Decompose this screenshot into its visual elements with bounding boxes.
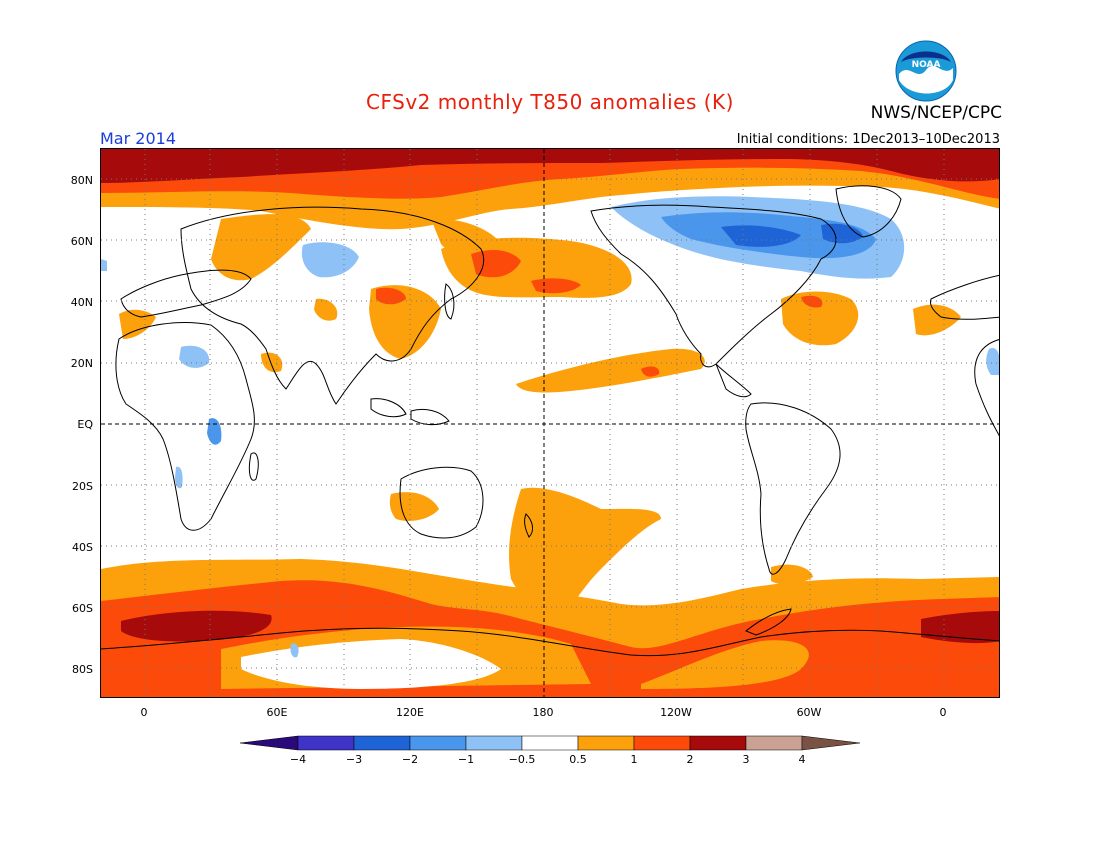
anomaly-region-southern-darkred-west bbox=[121, 610, 272, 642]
noaa-logo: NOAA bbox=[895, 40, 957, 102]
lat-label-20n: 20N bbox=[70, 357, 93, 370]
anomaly-region-central-asia-cold bbox=[301, 242, 359, 278]
colorbar bbox=[240, 735, 860, 751]
colorbar-label-minus4: −4 bbox=[289, 753, 307, 766]
lon-label-0-west: 0 bbox=[140, 706, 148, 719]
colorbar-label-0-5: 0.5 bbox=[569, 753, 587, 766]
anomaly-region-south-pacific bbox=[509, 487, 661, 619]
colorbar-label-minus3: −3 bbox=[345, 753, 363, 766]
colorbar-extend-high bbox=[801, 735, 860, 751]
lat-label-80s: 80S bbox=[72, 663, 93, 676]
colorbar-label-2: 2 bbox=[686, 753, 694, 766]
lon-label-120w: 120W bbox=[660, 706, 692, 719]
lat-label-40n: 40N bbox=[70, 296, 93, 309]
initial-conditions-label: Initial conditions: 1Dec2013–10Dec2013 bbox=[736, 132, 1000, 147]
map-canvas bbox=[101, 149, 999, 697]
anomaly-region-southern-darkred-east bbox=[921, 611, 999, 644]
anomaly-region-north-atlantic bbox=[781, 291, 859, 346]
target-month-label: Mar 2014 bbox=[100, 129, 176, 148]
colorbar-extend-low bbox=[240, 735, 299, 751]
lat-label-80n: 80N bbox=[70, 174, 93, 187]
lat-label-40s: 40S bbox=[72, 541, 93, 554]
lat-label-eq: EQ bbox=[77, 418, 93, 431]
map-title: CFSv2 monthly T850 anomalies (K) bbox=[366, 90, 734, 114]
anomaly-map bbox=[100, 148, 1000, 698]
anomaly-region-antarctica-white bbox=[241, 639, 501, 689]
svg-text:NOAA: NOAA bbox=[912, 60, 941, 70]
anomaly-region-arctic-darkred bbox=[101, 149, 999, 183]
lon-label-180: 180 bbox=[532, 706, 554, 719]
lon-label-60e: 60E bbox=[266, 706, 288, 719]
colorbar-label-minus2: −2 bbox=[401, 753, 419, 766]
lon-label-0-east: 0 bbox=[939, 706, 947, 719]
colorbar-label-minus0-5: −0.5 bbox=[508, 753, 536, 766]
colorbar-label-minus1: −1 bbox=[457, 753, 475, 766]
lon-label-120e: 120E bbox=[396, 706, 424, 719]
colorbar-label-4: 4 bbox=[798, 753, 806, 766]
anomaly-region-subtropical-pacific bbox=[516, 348, 705, 393]
colorbar-label-3: 3 bbox=[742, 753, 750, 766]
lat-label-60s: 60S bbox=[72, 602, 93, 615]
agency-label: NWS/NCEP/CPC bbox=[870, 103, 1002, 123]
lat-label-60n: 60N bbox=[70, 235, 93, 248]
lon-label-60w: 60W bbox=[796, 706, 822, 719]
lat-label-20s: 20S bbox=[72, 480, 93, 493]
colorbar-label-1: 1 bbox=[630, 753, 638, 766]
coastlines bbox=[101, 185, 999, 657]
